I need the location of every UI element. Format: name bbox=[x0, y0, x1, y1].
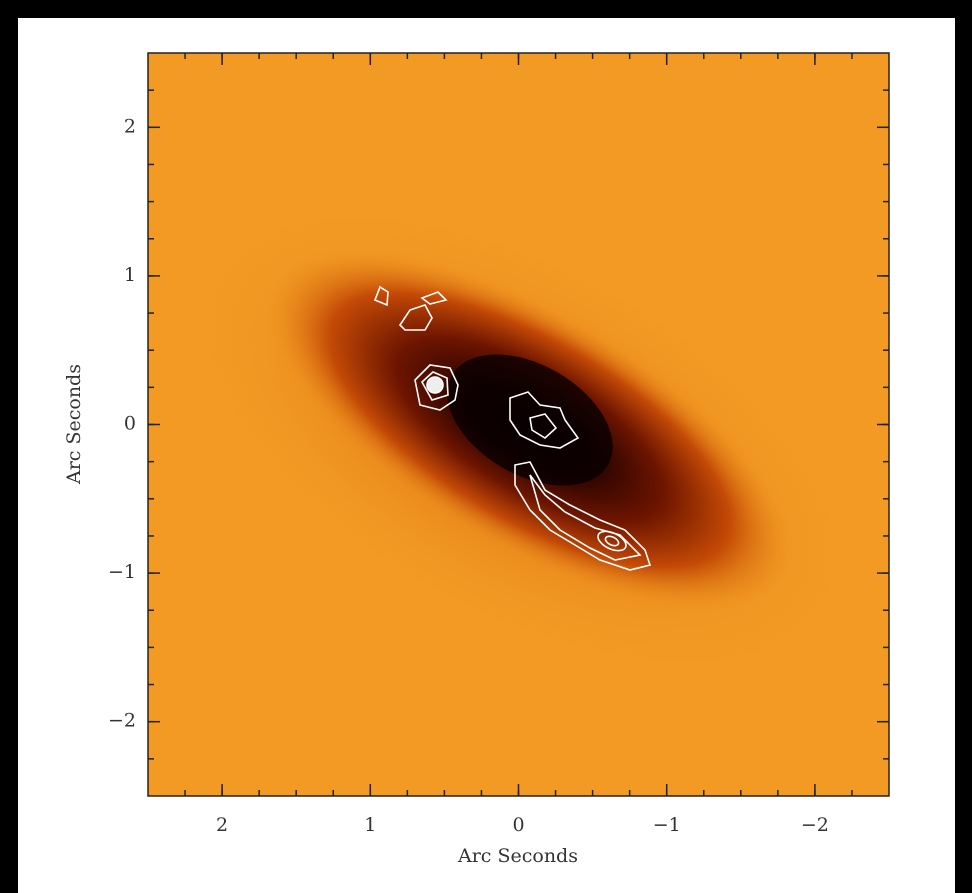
y-axis-label: Arc Seconds bbox=[63, 364, 85, 485]
y-tick-label: 1 bbox=[124, 264, 136, 286]
x-tick-label: 0 bbox=[512, 814, 524, 836]
x-tick-label: 2 bbox=[216, 814, 228, 836]
x-tick-label: 1 bbox=[364, 814, 376, 836]
y-tick-label: 0 bbox=[124, 413, 136, 435]
image bbox=[148, 53, 889, 796]
y-tick-label: −2 bbox=[108, 710, 136, 732]
x-tick-label: −1 bbox=[653, 814, 681, 836]
x-tick-label: −2 bbox=[801, 814, 829, 836]
y-tick-label: −1 bbox=[108, 561, 136, 583]
x-axis-label: Arc Seconds bbox=[457, 845, 578, 867]
y-tick-label: 2 bbox=[124, 115, 136, 137]
